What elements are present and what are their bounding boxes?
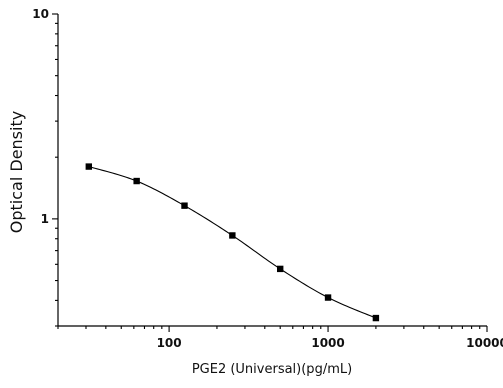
axes-layer: 100 1000 10000 1 10 — [32, 7, 503, 350]
x-tick-label: 100 — [157, 336, 182, 350]
y-axis-title: Optical Density — [7, 111, 26, 233]
data-point-marker — [85, 163, 93, 170]
data-point-marker — [324, 294, 332, 301]
curve-layer — [88, 166, 377, 319]
fit-curve-line — [88, 166, 377, 319]
data-point-marker — [229, 232, 236, 239]
points-layer — [85, 163, 380, 322]
x-axis-title: PGE2 (Universal)(pg/mL) — [192, 362, 352, 377]
data-point-marker — [133, 177, 140, 185]
data-point-marker — [372, 314, 380, 322]
y-tick-label: 10 — [32, 7, 49, 21]
x-tick-label: 10000 — [466, 336, 503, 350]
data-point-marker — [277, 265, 284, 273]
y-tick-label: 1 — [41, 212, 49, 226]
data-point-marker — [181, 202, 188, 209]
x-tick-label: 1000 — [311, 336, 344, 350]
